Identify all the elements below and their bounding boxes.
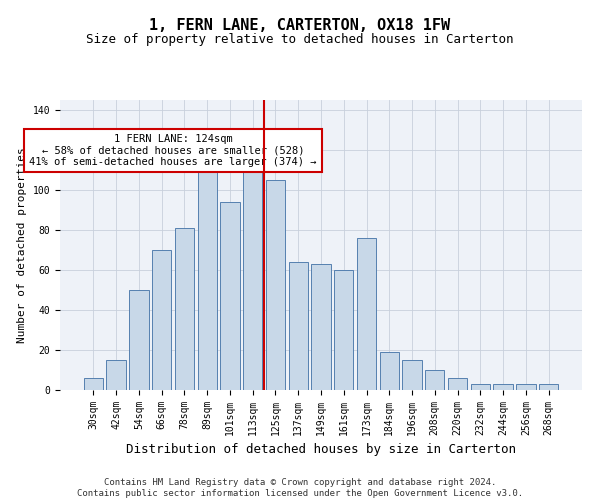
Text: Size of property relative to detached houses in Carterton: Size of property relative to detached ho… [86,32,514,46]
Bar [334,270,353,390]
Bar [152,250,172,390]
Bar [197,166,217,390]
Bar [311,264,331,390]
Bar [220,202,239,390]
Bar [403,360,422,390]
Bar [539,384,558,390]
Bar [289,262,308,390]
Bar [175,228,194,390]
Bar [516,384,536,390]
Bar [357,238,376,390]
Bar [380,352,399,390]
X-axis label: Distribution of detached houses by size in Carterton: Distribution of detached houses by size … [126,444,516,456]
Bar [425,370,445,390]
Text: 1, FERN LANE, CARTERTON, OX18 1FW: 1, FERN LANE, CARTERTON, OX18 1FW [149,18,451,32]
Bar [493,384,513,390]
Y-axis label: Number of detached properties: Number of detached properties [17,147,27,343]
Bar [129,290,149,390]
Bar [448,378,467,390]
Bar [106,360,126,390]
Bar [243,160,262,390]
Text: Contains HM Land Registry data © Crown copyright and database right 2024.
Contai: Contains HM Land Registry data © Crown c… [77,478,523,498]
Bar [84,378,103,390]
Bar [470,384,490,390]
Bar [266,180,285,390]
Text: 1 FERN LANE: 124sqm
← 58% of detached houses are smaller (528)
41% of semi-detac: 1 FERN LANE: 124sqm ← 58% of detached ho… [29,134,317,167]
